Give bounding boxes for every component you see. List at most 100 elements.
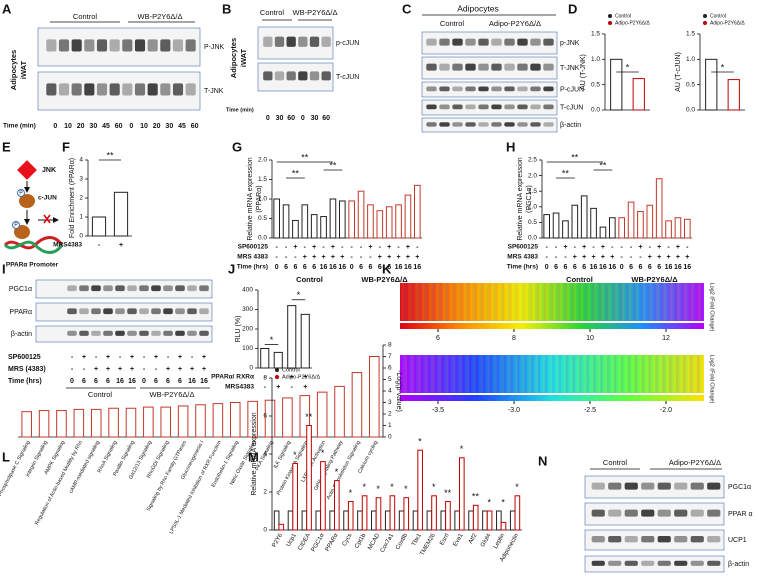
blot-band	[199, 308, 209, 315]
blot-band	[163, 330, 173, 336]
blot-frame	[421, 56, 558, 80]
significance: **	[329, 160, 337, 170]
y-tick-label: 1.5	[686, 31, 695, 38]
condition-sign: 6	[166, 378, 170, 385]
y-axis-label: -Log(p-value)	[395, 370, 402, 412]
bar	[273, 351, 283, 369]
bar	[414, 184, 421, 239]
condition-sign: -	[630, 244, 633, 251]
bar	[375, 497, 382, 531]
cjun-shape	[19, 194, 35, 208]
time-label: 60	[115, 123, 123, 130]
blot-band	[452, 86, 463, 92]
significance: **	[571, 152, 579, 162]
y-tick-label: 0.0	[258, 235, 267, 242]
significance: **	[472, 492, 480, 502]
condition-sign: +	[378, 254, 382, 261]
blot-label: PGC1α	[9, 286, 32, 293]
group-label: Adipo-P2Y6Δ/Δ	[669, 458, 721, 467]
condition-sign: 6	[582, 264, 586, 271]
condition-sign: -	[98, 242, 101, 249]
colorbar-tick-label: 12	[662, 335, 670, 342]
significance: **	[562, 168, 570, 178]
bar	[287, 305, 297, 369]
blot-band	[84, 83, 95, 96]
blot-band	[58, 83, 70, 96]
y-tick-label: 0.5	[258, 215, 267, 222]
blot-band	[426, 63, 437, 71]
blot-band	[591, 509, 605, 517]
significance: *	[349, 488, 353, 498]
blot-band	[134, 83, 146, 96]
y-tick-label: 0.0	[591, 107, 600, 114]
legend-label: WB-P2Y6Δ/Δ	[361, 275, 408, 284]
condition-sign: +	[312, 244, 316, 251]
condition-sign: 6	[293, 264, 297, 271]
blot-band	[199, 330, 209, 336]
legend-marker	[608, 21, 612, 25]
condition-sign: -	[592, 244, 595, 251]
condition-sign: +	[387, 254, 391, 261]
blot-band	[674, 560, 688, 566]
condition-sign: -	[294, 254, 297, 261]
bar	[632, 78, 645, 111]
significance: **	[106, 150, 114, 160]
y-axis-label: RLU (%)	[235, 316, 242, 343]
heatmap-strip	[400, 283, 704, 321]
condition-sign: +	[322, 254, 326, 261]
bar	[369, 356, 380, 438]
bar	[21, 411, 32, 438]
blot-band	[71, 83, 82, 96]
blot-label: PPAR α	[728, 511, 753, 518]
blot-band	[690, 536, 704, 543]
bar	[125, 407, 137, 438]
condition-sign: -	[119, 354, 122, 361]
bar	[348, 200, 355, 239]
blot-label: T-JNK	[560, 65, 580, 72]
blot-band	[122, 83, 133, 96]
condition-sign: 6	[638, 264, 642, 271]
bar	[590, 207, 597, 239]
condition-label: MRS4383	[225, 384, 254, 391]
y-axis-label: AU (T-cJUN)	[675, 52, 682, 92]
condition-sign: +	[290, 374, 294, 381]
blot-band	[115, 308, 125, 315]
condition-sign: -	[285, 254, 288, 261]
blot-band	[309, 36, 320, 47]
panel-label: C	[402, 1, 412, 16]
blot-band	[491, 104, 502, 110]
x-tick-label: Cpt1b	[354, 532, 368, 549]
condition-label: MRS4383	[53, 242, 82, 249]
colorbar-label: Log2 (Fold Change)	[709, 355, 715, 404]
blot-band	[175, 285, 185, 292]
blot-frame	[584, 555, 725, 573]
condition-sign: -	[276, 254, 279, 261]
blot-band	[115, 285, 125, 292]
condition-label: Time (hrs)	[507, 264, 538, 271]
blot-band	[439, 86, 450, 92]
condition-sign: -	[143, 366, 146, 373]
condition-sign: 6	[368, 264, 372, 271]
bar	[426, 510, 433, 531]
panel-label: A	[2, 1, 12, 16]
bar	[482, 510, 488, 531]
blot-band	[139, 330, 149, 336]
blot-band	[439, 104, 450, 110]
condition-sign: 16	[404, 264, 412, 271]
condition-sign: -	[360, 244, 363, 251]
bar	[273, 198, 280, 239]
blot-band	[452, 104, 463, 110]
bar	[229, 402, 241, 438]
bar	[384, 510, 391, 531]
blot-band	[71, 39, 82, 52]
condition-sign: +	[303, 254, 307, 261]
blot-band	[175, 308, 185, 315]
blot-band	[274, 71, 285, 81]
significance: *	[390, 482, 394, 492]
x-tick-label: Ucp1	[286, 532, 299, 548]
blot-band	[298, 71, 308, 81]
condition-sign: +	[676, 244, 680, 251]
time-label: 30	[311, 115, 319, 122]
condition-sign: +	[303, 374, 307, 381]
legend-label: Control	[710, 13, 726, 19]
